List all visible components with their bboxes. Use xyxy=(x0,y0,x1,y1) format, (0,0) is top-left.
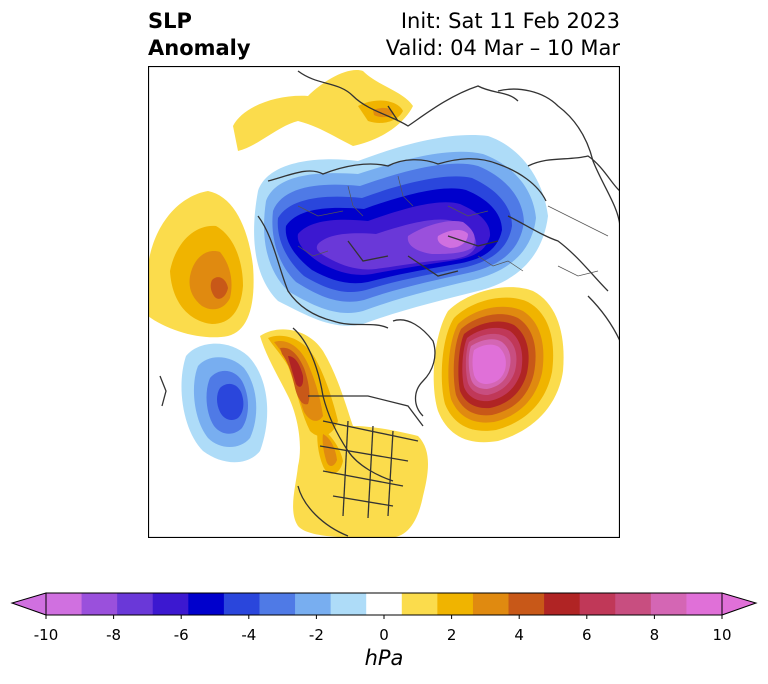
colorbar-tick-label: 10 xyxy=(712,626,732,644)
colorbar-units-label: hPa xyxy=(364,646,404,670)
colorbar-extend-max xyxy=(721,592,758,616)
colorbar-cell xyxy=(46,593,83,615)
colorbar-cell xyxy=(330,593,367,615)
colorbar-tick-label: -10 xyxy=(33,626,59,644)
colorbar-cell xyxy=(686,593,723,615)
positive-anomaly-pacific xyxy=(148,191,254,338)
colorbar-tick-label: 2 xyxy=(446,626,457,644)
colorbar-cell xyxy=(259,593,296,615)
coastlines xyxy=(159,70,620,537)
colorbar-cell xyxy=(437,593,474,615)
colorbar-tick-label: 8 xyxy=(649,626,660,644)
country-borders xyxy=(297,175,609,277)
positive-anomaly-north-america xyxy=(260,329,428,538)
colorbar-cell xyxy=(117,593,154,615)
colorbar-tick-label: -6 xyxy=(173,626,189,644)
colorbar-cell xyxy=(366,593,403,615)
negative-anomaly-arctic xyxy=(254,135,548,326)
slp-anomaly-map xyxy=(148,66,620,538)
colorbar-cell xyxy=(615,593,652,615)
valid-range-label: Valid: 04 Mar – 10 Mar xyxy=(385,36,620,60)
negative-anomaly-eastern-pacific xyxy=(181,343,268,463)
colorbar-cell xyxy=(508,593,545,615)
colorbar-ticks xyxy=(45,615,723,619)
anomaly-contours xyxy=(148,70,620,538)
colorbar-cell xyxy=(472,593,510,615)
init-date-label: Init: Sat 11 Feb 2023 xyxy=(400,9,620,33)
colorbar-cell xyxy=(650,593,687,615)
colorbar-cell xyxy=(544,593,581,615)
colorbar xyxy=(10,592,758,619)
colorbar-cells xyxy=(46,593,723,615)
colorbar-tick-label: -2 xyxy=(308,626,324,644)
colorbar-cell xyxy=(152,593,189,615)
title-line-1: SLP xyxy=(148,9,192,33)
colorbar-tick-label: 4 xyxy=(514,626,524,644)
colorbar-cell xyxy=(188,593,225,615)
colorbar-cell xyxy=(401,593,438,615)
valid-period: Init: Sat 11 Feb 2023 Valid: 04 Mar – 10… xyxy=(386,8,620,62)
map-title: SLP Anomaly xyxy=(148,8,251,62)
colorbar-cell xyxy=(579,593,616,615)
colorbar-cell xyxy=(81,593,118,615)
colorbar-tick-label: 6 xyxy=(582,626,592,644)
positive-anomaly-atlantic xyxy=(433,287,564,443)
colorbar-tick-label: -4 xyxy=(241,626,257,644)
title-line-2: Anomaly xyxy=(148,36,251,60)
colorbar-extend-min xyxy=(10,592,47,616)
colorbar-tick-label: 0 xyxy=(379,626,389,644)
colorbar-cell xyxy=(295,593,332,615)
colorbar-cell xyxy=(223,593,260,615)
colorbar-tick-label: -8 xyxy=(106,626,122,644)
